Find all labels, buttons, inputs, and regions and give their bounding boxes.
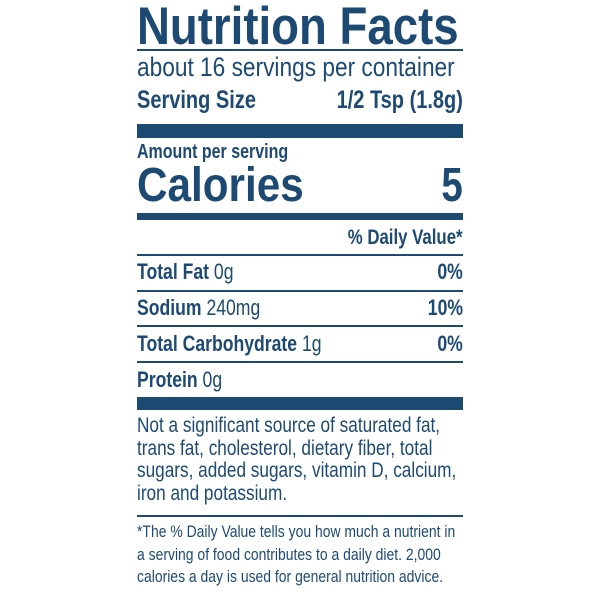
not-significant-statement: Not a significant source of saturated fa…: [137, 413, 457, 505]
servings-per-container: about 16 servings per container: [137, 52, 455, 82]
label-title: Nutrition Facts: [137, 0, 459, 56]
calories-row: Calories 5: [137, 159, 463, 212]
daily-value-footnote: *The % Daily Value tells you how much a …: [137, 522, 456, 586]
divider: [137, 290, 463, 292]
divider: [137, 325, 463, 327]
divider: [137, 254, 463, 256]
thick-divider: [137, 124, 463, 138]
divider: [137, 49, 463, 51]
divider: [137, 361, 463, 363]
divider: [137, 515, 463, 517]
nutrient-row-protein: Protein 0g: [137, 367, 223, 392]
amount-per-serving: Amount per serving: [137, 141, 289, 163]
nutrient-row-sodium: Sodium 240mg 10%: [137, 295, 463, 320]
nutrient-row-total-carbohydrate: Total Carbohydrate 1g 0%: [137, 331, 463, 356]
medium-divider: [137, 213, 463, 220]
nutrient-row-total-fat: Total Fat 0g 0%: [137, 259, 463, 284]
thick-divider: [137, 397, 463, 410]
serving-size-row: Serving Size 1/2 Tsp (1.8g): [137, 86, 463, 114]
